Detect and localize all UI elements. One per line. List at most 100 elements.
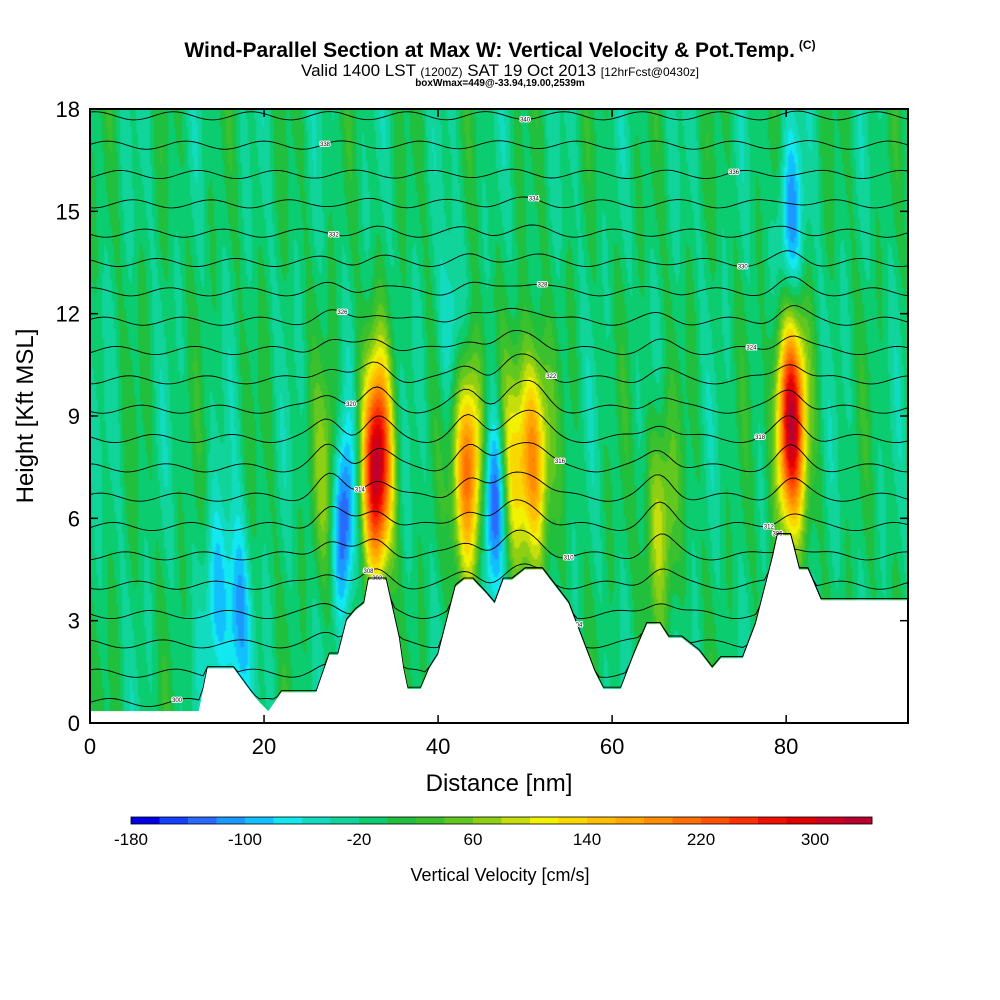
x-tick-label: 20 xyxy=(252,734,276,759)
x-tick-label: 0 xyxy=(84,734,96,759)
colorbar-swatch xyxy=(216,817,246,824)
box-info: boxWmax=449@-33.94,19.00,2539m xyxy=(415,78,585,89)
y-tick-label: 18 xyxy=(56,97,80,122)
isentrope-label: 340 xyxy=(520,118,531,124)
isentrope-310 xyxy=(90,529,908,561)
colorbar-swatch xyxy=(131,817,160,824)
colorbar-swatch xyxy=(615,817,645,824)
isentrope-label: 300 xyxy=(172,698,183,704)
x-tick-label: 40 xyxy=(426,734,450,759)
x-tick-label: 80 xyxy=(774,734,798,759)
isentrope-label: 316 xyxy=(555,459,566,465)
y-tick-label: 9 xyxy=(68,404,80,429)
y-axis-label: Height [Kft MSL] xyxy=(12,329,39,504)
isentrope-label: 322 xyxy=(546,374,557,380)
isentrope-318 xyxy=(90,409,908,444)
colorbar-tick-label: 60 xyxy=(464,830,483,849)
colorbar-swatch xyxy=(644,817,673,824)
colorbar-swatch xyxy=(815,817,844,824)
isentrope-label: 312 xyxy=(764,524,775,530)
colorbar: -180 -100 -20 60 140 220 300 xyxy=(114,816,873,849)
isentrope-label: 320 xyxy=(346,402,357,408)
y-tick-label: 12 xyxy=(56,302,80,327)
isentrope-328 xyxy=(90,276,908,297)
colorbar-swatch xyxy=(330,817,360,824)
colorbar-frame xyxy=(130,816,873,825)
colorbar-swatch xyxy=(501,817,531,824)
isentrope-label: 336 xyxy=(729,170,740,176)
colorbar-swatch xyxy=(245,817,274,824)
colorbar-swatch xyxy=(387,817,417,824)
isentrope-332 xyxy=(90,224,908,238)
y-tick-label: 3 xyxy=(68,609,80,634)
isentrope-340 xyxy=(90,110,908,121)
colorbar-swatch xyxy=(758,817,787,824)
colorbar-tick-label: 140 xyxy=(573,830,601,849)
chart-title-text: Wind-Parallel Section at Max W: Vertical… xyxy=(184,39,795,62)
colorbar-tick-label: -20 xyxy=(347,830,372,849)
isentrope-326 xyxy=(90,304,908,326)
isentrope-label: 304 xyxy=(572,623,583,629)
y-tick-label: 6 xyxy=(68,506,80,531)
colorbar-swatch xyxy=(558,817,588,824)
colorbar-swatch xyxy=(302,817,331,824)
colorbar-swatch xyxy=(729,817,759,824)
isentrope-312 xyxy=(90,499,908,532)
colorbar-tick-label: -100 xyxy=(228,830,262,849)
colorbar-swatch xyxy=(786,817,816,824)
isentrope-label: 328 xyxy=(537,283,548,289)
isentrope-lines: 300 302 304 306 308 310 312 314 316 318 320 322 324 3… xyxy=(90,110,908,708)
colorbar-tick-label: 300 xyxy=(801,830,829,849)
y-axis: 0 3 6 9 12 15 18 xyxy=(56,97,908,736)
colorbar-swatch xyxy=(444,817,474,824)
copyright-mark: (C) xyxy=(798,38,816,52)
colorbar-swatch xyxy=(473,817,502,824)
chart-title: Wind-Parallel Section at Max W: Vertical… xyxy=(0,38,1000,63)
colorbar-swatch xyxy=(587,817,616,824)
forecast-info: [12hrFcst@0430z] xyxy=(600,65,699,79)
colorbar-swatch xyxy=(159,817,189,824)
colorbar-swatch xyxy=(359,817,388,824)
isentrope-label: 338 xyxy=(320,142,331,148)
valid-time: Valid 1400 LST xyxy=(301,61,416,80)
colorbar-swatch xyxy=(701,817,730,824)
colorbar-swatch xyxy=(530,817,559,824)
y-tick-label: 15 xyxy=(56,199,80,224)
isentrope-316 xyxy=(90,442,908,473)
x-axis: 0 20 40 60 80 xyxy=(84,109,798,759)
valid-date: SAT 19 Oct 2013 xyxy=(467,61,597,80)
isentrope-label: 306 xyxy=(772,532,783,538)
isentrope-314 xyxy=(90,471,908,502)
colorbar-label: Vertical Velocity [cm/s] xyxy=(410,865,589,885)
colorbar-swatch xyxy=(273,817,303,824)
isentrope-336 xyxy=(90,168,908,180)
x-axis-label: Distance [nm] xyxy=(426,770,573,797)
colorbar-swatch xyxy=(188,817,217,824)
chart-subtitle: Valid 1400 LST (1200Z) SAT 19 Oct 2013 [… xyxy=(0,61,1000,81)
isentrope-label: 302 xyxy=(372,576,383,582)
isentrope-308 xyxy=(90,533,908,590)
isentrope-334 xyxy=(90,196,908,209)
isentrope-338 xyxy=(90,140,908,150)
isentrope-324 xyxy=(90,329,908,356)
isentrope-label: 314 xyxy=(355,487,366,493)
isentrope-label: 308 xyxy=(363,569,374,575)
isentrope-label: 330 xyxy=(738,265,749,271)
isentrope-label: 318 xyxy=(755,435,766,441)
isentrope-322 xyxy=(90,353,908,385)
colorbar-tick-label: -180 xyxy=(114,830,148,849)
colorbar-swatch xyxy=(843,817,873,824)
valid-utc: (1200Z) xyxy=(420,65,463,79)
colorbar-swatch xyxy=(416,817,445,824)
isentrope-label: 326 xyxy=(337,310,348,316)
colorbar-swatch xyxy=(672,817,702,824)
terrain-mask xyxy=(90,535,908,723)
isentrope-label: 324 xyxy=(746,346,757,352)
isentrope-320 xyxy=(90,379,908,414)
isentrope-330 xyxy=(90,250,908,268)
colorbar-tick-label: 220 xyxy=(687,830,715,849)
isentrope-label: 334 xyxy=(529,197,540,203)
isentrope-label: 332 xyxy=(329,233,340,239)
isentrope-label: 310 xyxy=(564,555,575,561)
